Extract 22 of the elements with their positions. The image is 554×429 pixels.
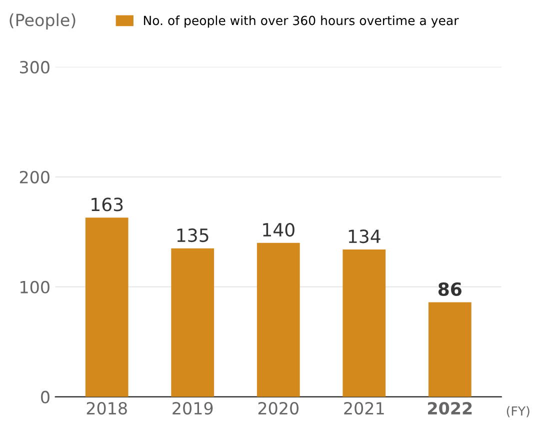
legend-label: No. of people with over 360 hours overtime a year [144, 16, 459, 28]
x-tick-label: 2020 [258, 402, 298, 415]
bar [428, 302, 472, 397]
y-axis-title: (People) [10, 13, 76, 30]
data-label: 163 [92, 198, 123, 212]
y-tick-label: 100 [20, 280, 50, 294]
y-tick-label: 0 [41, 390, 50, 404]
data-label: 140 [263, 222, 294, 237]
y-tick-label: 300 [20, 60, 50, 74]
x-axis-title: (FY) [506, 406, 530, 418]
data-label: 86 [438, 282, 462, 296]
x-tick-label: 2018 [86, 402, 127, 415]
x-tick-label: 2019 [172, 402, 213, 415]
y-tick-label: 200 [20, 170, 50, 184]
bar [85, 218, 128, 397]
bar [256, 242, 300, 397]
data-label: 135 [177, 228, 208, 242]
x-tick-label: 2021 [344, 402, 384, 415]
bar [342, 249, 386, 397]
data-label: 134 [348, 230, 380, 244]
x-tick-label: 2022 [428, 402, 472, 415]
bar [171, 248, 214, 397]
